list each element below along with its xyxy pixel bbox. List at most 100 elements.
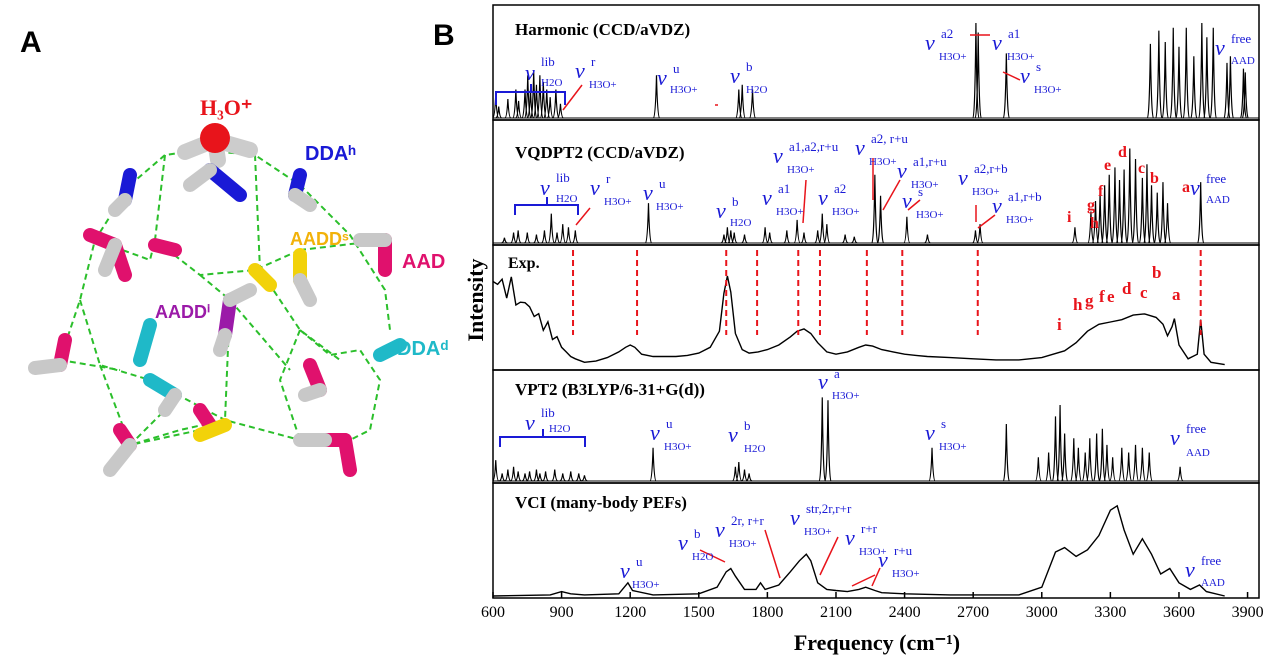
ann-s-3-sup: s (941, 416, 946, 431)
peak-label-d: d (1122, 279, 1132, 298)
ann-b-4-sub: H2O (692, 551, 713, 563)
peak-1-47 (1153, 192, 1161, 244)
vq-peak-label-h: h (1090, 215, 1099, 232)
peak-1-33 (1071, 227, 1079, 244)
vq-peak-label-f: f (1098, 183, 1104, 200)
ann-lib-1: ν (525, 60, 535, 85)
title-vci: VCI (many-body PEFs) (515, 493, 687, 512)
x-axis-label: Frequency (cm⁻¹) (794, 630, 960, 655)
ann-a2-1: ν (925, 30, 935, 55)
peak-1-10 (572, 230, 579, 244)
curve-4 (492, 504, 1225, 597)
peak-3-11 (559, 473, 566, 482)
peak-0-19 (748, 89, 757, 119)
ann-a1a2-2: ν (773, 143, 783, 168)
ann-u-4: ν (620, 558, 630, 583)
x-tick-label-9: 3300 (1094, 604, 1126, 621)
ann-b-1: ν (730, 63, 740, 88)
peak-3-29 (1070, 438, 1078, 482)
ann-u-1-sup: u (673, 61, 680, 76)
peak-0-1 (495, 106, 502, 119)
ann-r-1-sup: r (591, 54, 596, 69)
ann-a1a2-2-sub: H3O+ (787, 164, 815, 176)
peak-0-15 (557, 103, 564, 119)
vq-peak-label-c: c (1138, 160, 1145, 177)
x-tick-label-3: 1500 (683, 604, 715, 621)
water-cluster-diagram: H₃O⁺ DDAʰ AADDˢ AAD AADDⁱ DDAᵈ (28, 95, 448, 477)
peak-1-17 (761, 227, 769, 244)
ann-b-1-sub: H2O (746, 84, 767, 96)
ann-a1-2: ν (762, 185, 772, 210)
peak-0-36 (1241, 72, 1249, 119)
peak-1-34 (1087, 211, 1095, 244)
peak-3-33 (1093, 433, 1101, 482)
peak-1-24 (823, 224, 831, 244)
ann-u-4-sup: u (636, 554, 643, 569)
peak-0-17 (735, 89, 743, 119)
ann-b-4: ν (678, 530, 688, 555)
peak-3-21 (824, 400, 832, 482)
peak-1-6 (547, 213, 555, 244)
peak-1-9 (565, 227, 572, 244)
ann-s-3: ν (925, 420, 935, 445)
peak-1-21 (800, 232, 808, 244)
peak-0-3 (512, 89, 520, 119)
ann-free-2-sup: free (1206, 171, 1226, 186)
ann-free-1: ν (1215, 35, 1225, 60)
peak-0-32 (1209, 27, 1217, 119)
ann-free-4: ν (1185, 557, 1195, 582)
ann-b-1-sup: b (746, 59, 753, 74)
ann-lib-1-sup: lib (541, 54, 555, 69)
peak-3-39 (1131, 444, 1140, 482)
peak-3-2 (504, 469, 512, 482)
peak-3-36 (1109, 457, 1117, 482)
peak-1-15 (731, 232, 738, 244)
peak-3-20 (818, 397, 826, 482)
peak-3-3 (510, 466, 517, 482)
ann-s-2-sup: s (918, 184, 923, 199)
peak-1-40 (1115, 179, 1124, 244)
ann-s-1-sub: H3O+ (1034, 84, 1062, 96)
ann-b-2-sup: b (732, 194, 739, 209)
series-0 (492, 22, 1259, 119)
lib-brackets (495, 84, 586, 447)
ann-a2-2-sub: H3O+ (832, 206, 860, 218)
peak-0-35 (1239, 68, 1248, 119)
x-axis-ticks: 600 900 1200 1500 1800 2100 2400 2700 3000 3300 36… (481, 592, 1264, 621)
peak-0-20 (972, 22, 980, 119)
ann-u-1-sub: H3O+ (670, 84, 698, 96)
peak-3-24 (1034, 457, 1042, 482)
peak-0-8 (530, 70, 538, 119)
peak-3-17 (735, 461, 743, 482)
peak-1-4 (533, 234, 540, 244)
peak-label-f: f (1099, 287, 1105, 306)
x-tick-label-4: 1800 (751, 604, 783, 621)
peak-0-34 (1226, 56, 1235, 119)
ann-b-3: ν (728, 422, 738, 447)
x-tick-label-6: 2400 (889, 604, 921, 621)
peak-1-19 (783, 230, 791, 244)
peak-1-0 (501, 237, 508, 244)
ann-u-3-sup: u (666, 416, 673, 431)
peak-0-29 (1190, 56, 1198, 119)
ann-a2r-2-sup: a2, r+u (871, 131, 908, 146)
panel-b-letter: B (433, 19, 455, 52)
peak-0-30 (1198, 22, 1206, 119)
peak-3-1 (499, 473, 506, 482)
peak-3-30 (1074, 447, 1082, 482)
ann-a-3-sub: H3O+ (832, 390, 860, 402)
y-axis-label: Intensity (463, 258, 488, 341)
ann-b-3-sup: b (744, 418, 751, 433)
ann-a1rb-2: ν (992, 193, 1002, 218)
ann-a-3: ν (818, 369, 828, 394)
peak-3-25 (1045, 452, 1053, 482)
peak-1-27 (871, 174, 879, 244)
ann-r-1-sub: H3O+ (589, 79, 617, 91)
peak-label-a: a (1172, 285, 1181, 304)
ann-a1-2-sup: a1 (778, 181, 790, 196)
peak-0-31 (1203, 37, 1211, 119)
peak-1-37 (1101, 185, 1109, 244)
ann-a1a2-2-sup: a1,a2,r+u (789, 139, 839, 154)
ann-rr-4-sup: r+r (861, 521, 878, 536)
